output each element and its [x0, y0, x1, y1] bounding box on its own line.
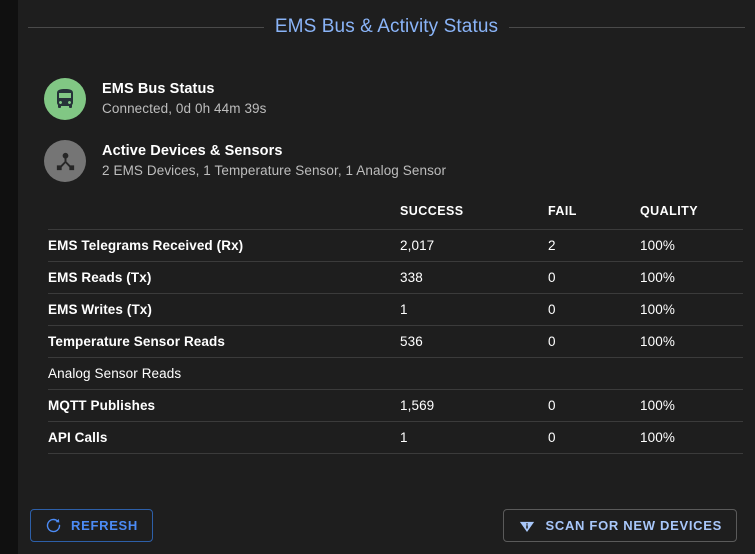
table-header-row: SUCCESS FAIL QUALITY [48, 204, 743, 230]
status-title: EMS Bus Status [102, 81, 215, 97]
status-list: EMS Bus Status Connected, 0d 0h 44m 39s … [18, 54, 755, 192]
scan-cone-icon [518, 517, 536, 535]
column-header-name [48, 204, 400, 230]
row-success-value: 338 [400, 261, 548, 294]
table-row: EMS Writes (Tx) 1 0 100% [48, 293, 743, 326]
status-subtitle: Connected, 0d 0h 44m 39s [102, 101, 267, 116]
row-success-value: 1 [400, 421, 548, 454]
table-row: Analog Sensor Reads [48, 357, 743, 390]
row-success-value: 1 [400, 293, 548, 326]
row-quality-value: 100% [640, 261, 743, 294]
row-label: EMS Telegrams Received (Rx) [48, 229, 400, 262]
row-success-value: 536 [400, 325, 548, 358]
row-success-value [400, 357, 548, 390]
row-quality-value: 100% [640, 293, 743, 326]
row-label: MQTT Publishes [48, 389, 400, 422]
table-row: EMS Reads (Tx) 338 0 100% [48, 261, 743, 294]
row-fail-value: 0 [548, 389, 640, 422]
status-row-ems-bus: EMS Bus Status Connected, 0d 0h 44m 39s [18, 68, 755, 130]
device-hub-icon [44, 140, 86, 182]
row-label: API Calls [48, 421, 400, 454]
ems-status-card: EMS Bus & Activity Status EMS Bus Status… [18, 0, 755, 554]
row-quality-value: 100% [640, 229, 743, 262]
scan-for-new-devices-button[interactable]: SCAN FOR NEW DEVICES [503, 509, 737, 542]
header-divider-left [28, 26, 264, 28]
row-fail-value: 2 [548, 229, 640, 262]
row-quality-value: 100% [640, 389, 743, 422]
column-header-fail: FAIL [548, 204, 577, 218]
row-success-value: 2,017 [400, 229, 548, 262]
row-fail-value: 0 [548, 293, 640, 326]
row-label: EMS Reads (Tx) [48, 261, 400, 294]
page-title: EMS Bus & Activity Status [274, 16, 499, 37]
table-row: API Calls 1 0 100% [48, 421, 743, 454]
row-label: Temperature Sensor Reads [48, 325, 400, 358]
table-row: Temperature Sensor Reads 536 0 100% [48, 325, 743, 358]
row-label: Analog Sensor Reads [48, 357, 400, 390]
row-quality-value: 100% [640, 421, 743, 454]
header-divider-right [509, 26, 746, 28]
status-subtitle: 2 EMS Devices, 1 Temperature Sensor, 1 A… [102, 163, 447, 178]
stats-table-body: EMS Telegrams Received (Rx) 2,017 2 100% EMS… [48, 229, 743, 454]
card-footer: REFRESH SCAN FOR NEW DEVICES [18, 509, 755, 542]
column-header-quality: QUALITY [640, 204, 699, 218]
row-fail-value [548, 357, 640, 390]
status-text-ems-bus: EMS Bus Status Connected, 0d 0h 44m 39s [102, 79, 267, 119]
stats-table: SUCCESS FAIL QUALITY EMS Telegrams Recei… [48, 204, 743, 454]
status-title: Active Devices & Sensors [102, 143, 283, 159]
row-quality-value [640, 357, 743, 390]
table-row: MQTT Publishes 1,569 0 100% [48, 389, 743, 422]
stats-table-head: SUCCESS FAIL QUALITY [48, 204, 743, 230]
status-text-active-devices: Active Devices & Sensors 2 EMS Devices, … [102, 141, 446, 181]
row-fail-value: 0 [548, 421, 640, 454]
refresh-icon [45, 517, 62, 534]
refresh-button-label: REFRESH [71, 518, 139, 533]
row-fail-value: 0 [548, 325, 640, 358]
row-quality-value: 100% [640, 325, 743, 358]
table-row: EMS Telegrams Received (Rx) 2,017 2 100% [48, 229, 743, 262]
row-success-value: 1,569 [400, 389, 548, 422]
card-header: EMS Bus & Activity Status [18, 0, 755, 54]
column-header-success: SUCCESS [400, 204, 464, 218]
stats-table-wrap: SUCCESS FAIL QUALITY EMS Telegrams Recei… [48, 204, 743, 454]
scan-button-label: SCAN FOR NEW DEVICES [545, 518, 722, 533]
status-row-active-devices: Active Devices & Sensors 2 EMS Devices, … [18, 130, 755, 192]
bus-icon [44, 78, 86, 120]
row-fail-value: 0 [548, 261, 640, 294]
row-label: EMS Writes (Tx) [48, 293, 400, 326]
refresh-button[interactable]: REFRESH [30, 509, 154, 542]
